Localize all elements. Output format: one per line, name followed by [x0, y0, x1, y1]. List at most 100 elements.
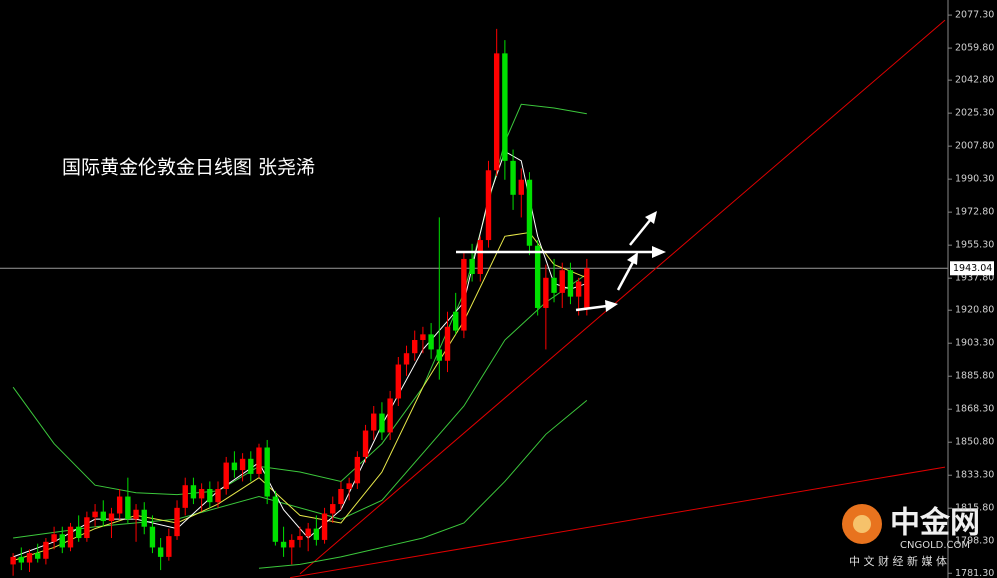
candle-body — [313, 528, 320, 540]
y-tick-label: 1903.30 — [955, 338, 994, 349]
y-tick-label: 1885.80 — [955, 371, 994, 382]
indicator-line — [258, 399, 588, 569]
candle-body — [518, 179, 524, 195]
candle-body — [67, 526, 74, 548]
candle-body — [133, 509, 139, 520]
y-tick-label: 1798.30 — [955, 536, 994, 547]
y-tick-label: 2025.30 — [955, 108, 994, 119]
candle-body — [412, 340, 418, 354]
candle-body — [477, 240, 483, 275]
candle-body — [43, 541, 49, 559]
candle-body — [493, 53, 500, 171]
candle-body — [428, 334, 434, 350]
candle-body — [100, 511, 106, 522]
candle-body — [182, 485, 188, 508]
logo-icon-inner — [853, 515, 871, 533]
candle-body — [239, 458, 246, 471]
y-tick-label: 1850.80 — [955, 437, 994, 448]
candle-body — [452, 311, 459, 331]
y-tick-label: 1920.80 — [955, 305, 994, 316]
candle-body — [215, 488, 221, 503]
y-tick-label: 1781.30 — [955, 568, 994, 578]
candle-body — [362, 430, 369, 457]
candle-body — [10, 556, 16, 565]
y-tick-label: 2059.80 — [955, 43, 994, 54]
candle-body — [420, 334, 426, 341]
candle-body — [141, 509, 147, 527]
candle-body — [84, 517, 90, 539]
trendline — [290, 466, 946, 578]
y-tick-label: 1990.30 — [955, 174, 994, 185]
candle-body — [436, 349, 443, 361]
candle-body — [174, 507, 180, 537]
candle-body — [403, 353, 410, 365]
candle-body — [92, 511, 98, 518]
brand: 中金网 — [890, 506, 980, 541]
candle-body — [551, 277, 557, 293]
y-tick-label: 2042.80 — [955, 75, 994, 86]
candle-body — [321, 513, 328, 540]
brand-domain: CNGOLD.COM — [900, 540, 970, 551]
candle-body — [297, 536, 303, 540]
candle-body — [461, 258, 467, 331]
candle-body — [510, 160, 516, 195]
candle-body — [75, 526, 82, 539]
candle-body — [272, 496, 279, 542]
indicator-line — [12, 231, 588, 562]
candle-body — [567, 270, 574, 297]
arrow — [629, 218, 652, 246]
candle-body — [485, 170, 492, 241]
candle-body — [469, 258, 475, 275]
arrow — [616, 261, 635, 291]
candle-body — [387, 398, 393, 433]
candle-body — [534, 245, 541, 308]
candle-body — [379, 413, 385, 433]
candle-body — [59, 534, 65, 548]
arrow-head — [627, 252, 638, 265]
candle-body — [35, 553, 41, 559]
chart-title: 国际黄金伦敦金日线图 张尧浠 — [62, 157, 315, 179]
last-price-box — [950, 261, 994, 276]
plot-area — [0, 19, 948, 578]
y-tick-label: 2077.30 — [955, 10, 994, 21]
candle-body — [280, 541, 287, 548]
candle-body — [305, 528, 311, 537]
candle-body — [207, 488, 213, 503]
arrows — [456, 211, 666, 312]
trendline — [299, 19, 946, 575]
arrow — [575, 304, 608, 312]
candle-body — [125, 496, 131, 520]
candle-body — [502, 53, 508, 161]
candle-body — [575, 281, 582, 297]
arrow-head — [652, 246, 666, 258]
indicator-line — [12, 103, 587, 496]
y-tick-label: 1937.80 — [955, 273, 994, 284]
y-tick-label: 2007.80 — [955, 141, 994, 152]
candle-body — [26, 553, 33, 563]
candle-body — [371, 413, 377, 431]
y-tick-label: 1972.80 — [955, 207, 994, 218]
candle-body — [256, 447, 262, 474]
candle-body — [543, 277, 549, 308]
arrow-head — [645, 211, 657, 224]
candle-body — [264, 447, 270, 497]
candle-body — [444, 326, 451, 361]
candle-body — [526, 179, 533, 246]
y-tick-label: 1868.30 — [955, 404, 994, 415]
watermark: 中金网 CNGOLD.COM 中 文 财 经 新 媒 体 — [842, 504, 980, 568]
candle-body — [166, 536, 172, 557]
candle-body — [338, 488, 344, 505]
candle-body — [157, 547, 164, 557]
candle-body — [108, 513, 115, 522]
candle-body — [354, 456, 361, 484]
candle-body — [289, 539, 295, 548]
indicator-line — [13, 273, 588, 539]
last-price-label: 1943.04 — [953, 263, 992, 274]
candle-body — [248, 458, 254, 474]
candle-body — [223, 462, 229, 489]
candle-body — [584, 268, 590, 308]
candle-body — [51, 534, 57, 542]
candle-body — [395, 364, 402, 399]
y-tick-label: 1955.30 — [955, 240, 994, 251]
